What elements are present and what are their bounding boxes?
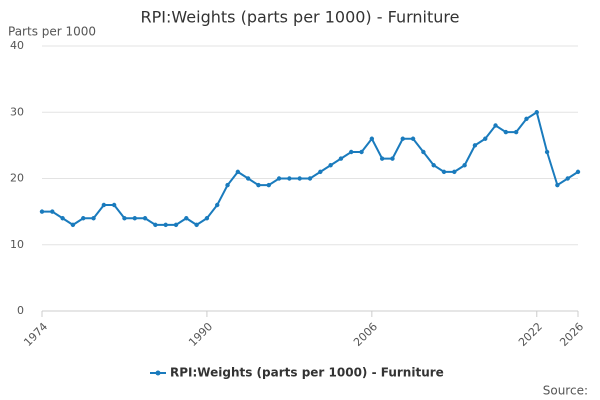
- x-tick-label: 1974: [21, 320, 50, 349]
- data-point: [266, 182, 271, 188]
- data-point: [91, 216, 96, 221]
- data-point: [503, 129, 509, 135]
- x-tick-label: 2026: [557, 320, 586, 349]
- data-point: [483, 136, 488, 141]
- data-point: [379, 156, 385, 161]
- data-point: [184, 216, 189, 221]
- data-point: [50, 209, 55, 214]
- data-point: [194, 222, 199, 228]
- data-point: [421, 149, 426, 155]
- data-point: [173, 222, 179, 228]
- data-point: [318, 169, 323, 175]
- data-point: [462, 163, 467, 168]
- data-point: [359, 149, 364, 155]
- data-point: [390, 156, 395, 161]
- data-point: [287, 176, 292, 181]
- data-point: [153, 222, 158, 228]
- data-point: [400, 136, 405, 141]
- data-point: [111, 202, 117, 208]
- y-axis-label: Parts per 1000: [8, 25, 96, 39]
- data-point: [142, 216, 148, 221]
- data-point: [70, 222, 76, 228]
- data-point: [369, 136, 375, 141]
- data-point: [163, 222, 168, 228]
- y-tick-label: 40: [10, 39, 24, 52]
- data-point: [81, 216, 86, 221]
- data-point: [235, 169, 241, 175]
- data-point: [410, 136, 416, 141]
- x-tick-label: 2022: [516, 320, 545, 349]
- data-point: [452, 169, 457, 175]
- data-point: [544, 149, 550, 155]
- data-point: [276, 176, 282, 181]
- data-point: [513, 129, 519, 135]
- data-point: [472, 143, 478, 148]
- data-point: [132, 216, 137, 221]
- y-tick-label: 30: [10, 105, 24, 118]
- data-point: [245, 176, 251, 181]
- chart-title: RPI:Weights (parts per 1000) - Furniture: [141, 8, 460, 27]
- data-point: [431, 163, 436, 168]
- data-point: [534, 110, 539, 115]
- data-point: [297, 176, 302, 181]
- data-point: [204, 216, 210, 221]
- y-tick-label: 20: [10, 172, 24, 185]
- data-point: [575, 169, 581, 175]
- x-tick-label: 1990: [186, 320, 215, 349]
- data-point: [60, 216, 65, 221]
- data-point: [524, 116, 529, 122]
- data-point: [256, 182, 261, 188]
- data-point: [338, 156, 344, 161]
- legend-marker: [155, 370, 161, 376]
- data-point: [565, 176, 570, 181]
- x-tick-label: 2006: [351, 320, 380, 349]
- data-point: [225, 182, 230, 188]
- data-point: [555, 182, 560, 188]
- data-point: [441, 169, 447, 175]
- y-tick-label: 10: [10, 238, 24, 251]
- source: Source:: [543, 384, 588, 398]
- data-point: [122, 216, 127, 221]
- data-line: [42, 110, 579, 227]
- legend-label: RPI:Weights (parts per 1000) - Furniture: [170, 366, 444, 380]
- data-point: [307, 176, 313, 181]
- data-point: [328, 163, 333, 168]
- data-point: [493, 123, 498, 128]
- data-point: [215, 202, 220, 208]
- y-tick-label: 0: [17, 304, 24, 317]
- data-point: [39, 209, 45, 214]
- data-point: [101, 202, 107, 208]
- data-point: [349, 149, 354, 155]
